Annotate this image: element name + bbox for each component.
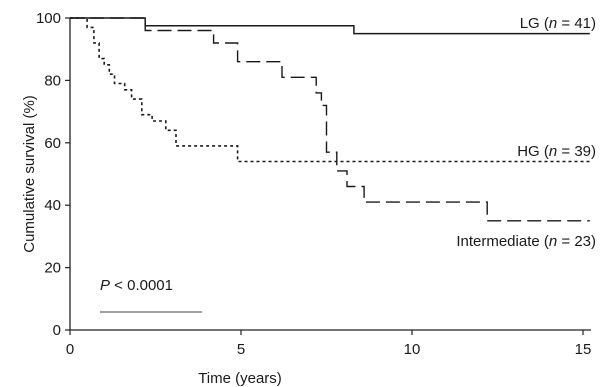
series-line-intermediate — [70, 17, 590, 222]
ticks: 0 5 10 15 0 20 40 60 80 100 — [36, 10, 591, 358]
svg-text:P < 0.0001: P < 0.0001 — [100, 277, 173, 294]
x-tick-label: 5 — [237, 341, 245, 358]
y-tick-label: 100 — [36, 10, 61, 27]
series-labels: LG (n = 41) HG (n = 39) Intermediate (n = … — [456, 15, 596, 250]
x-tick-label: 10 — [404, 341, 421, 358]
y-tick-label: 0 — [53, 322, 61, 339]
series-line-lg — [70, 17, 590, 35]
p-value-annotation: P < 0.0001 — [100, 277, 202, 313]
x-tick-label: 15 — [575, 341, 592, 358]
x-tick-label: 0 — [66, 341, 74, 358]
y-axis-title: Cumulative survival (%) — [21, 95, 38, 253]
series-line-hg — [70, 17, 590, 163]
series-label-intermediate: Intermediate (n = 23) — [456, 233, 596, 250]
series-label-hg: HG (n = 39) — [517, 143, 596, 160]
p-value-text: < 0.0001 — [110, 277, 173, 294]
y-tick-label: 80 — [44, 72, 61, 89]
series-lines — [70, 17, 590, 222]
y-tick-label: 60 — [44, 135, 61, 152]
y-tick-label: 20 — [44, 260, 61, 277]
y-tick-label: 40 — [44, 197, 61, 214]
axes — [69, 18, 591, 331]
p-symbol: P — [100, 277, 110, 294]
series-label-lg: LG (n = 41) — [520, 15, 596, 32]
x-axis-title: Time (years) — [198, 370, 282, 387]
